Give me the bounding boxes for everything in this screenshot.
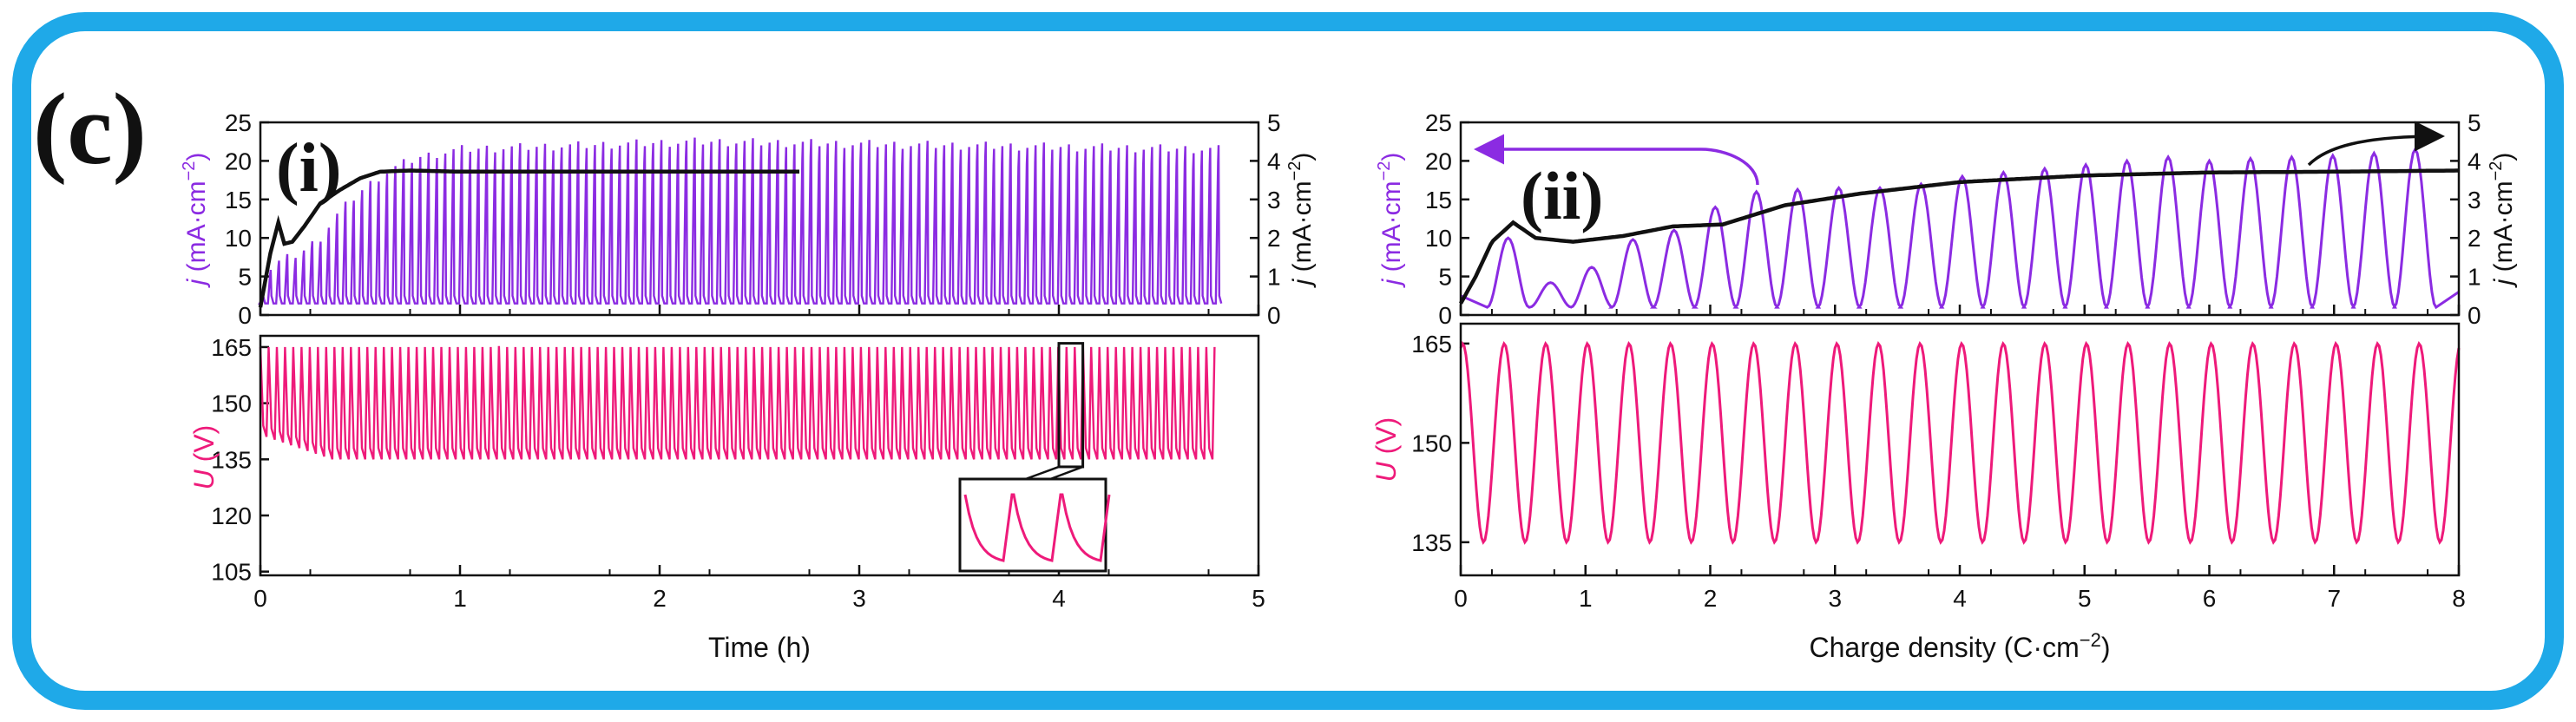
axis-title-text: Charge density (C·cm−2) bbox=[1810, 629, 2111, 663]
y-tick-label: 150 bbox=[211, 391, 252, 417]
panel-ii-right-y-axis-title: j (mA·cm−2) bbox=[2487, 153, 2518, 289]
x-tick-label: 5 bbox=[1252, 585, 1265, 612]
x-tick-label: 4 bbox=[1052, 585, 1066, 612]
panel-ii-axis-arrows bbox=[1474, 121, 2445, 186]
x-tick-label: 2 bbox=[653, 585, 667, 612]
x-tick-label: 6 bbox=[2203, 585, 2217, 612]
panel-label: (c) bbox=[33, 72, 147, 186]
y-tick-label: 20 bbox=[1425, 148, 1452, 174]
y-tick-label: 135 bbox=[211, 446, 252, 473]
y-tick-label: 5 bbox=[1267, 109, 1281, 136]
axis-title-text: U (V) bbox=[1370, 417, 1402, 482]
panel-ii-current-average bbox=[1459, 168, 2459, 305]
panel-ii-voltage-trace bbox=[1459, 340, 2461, 545]
inset-voltage-trace bbox=[963, 493, 1111, 562]
x-tick-label: 8 bbox=[2452, 585, 2466, 612]
panel-ii-x-axis-title: Charge density (C·cm−2) bbox=[1810, 629, 2111, 663]
panel-ii-left-y-axis-title: j (mA·cm−2) bbox=[1375, 153, 1406, 289]
y-tick-label: 5 bbox=[238, 264, 252, 291]
y-tick-label: 10 bbox=[225, 225, 252, 252]
axis-title-text: j (mA·cm−2) bbox=[1375, 153, 1406, 289]
panel-i-top-ticks: 0 5 10 15 20 25 0 1 2 3 4 5 bbox=[225, 109, 1281, 329]
panel-i-bottom-ticks: 105 120 135 150 165 0 1 2 3 4 5 bbox=[211, 334, 1265, 612]
x-tick-label: 2 bbox=[1704, 585, 1718, 612]
panel-i-voltage-trace bbox=[259, 345, 1216, 460]
y-tick-label: 165 bbox=[211, 334, 252, 361]
x-tick-label: 3 bbox=[852, 585, 866, 612]
axis-title-text: j (mA·cm−2) bbox=[180, 153, 211, 289]
y-tick-label: 3 bbox=[2468, 187, 2481, 213]
panel-ii-label: (ii) bbox=[1521, 158, 1603, 233]
y-tick-label: 4 bbox=[2468, 148, 2481, 174]
y-tick-label: 165 bbox=[1411, 331, 1452, 358]
y-tick-label: 1 bbox=[1267, 264, 1281, 291]
y-tick-label: 120 bbox=[211, 502, 252, 529]
x-tick-label: 5 bbox=[2078, 585, 2092, 612]
x-tick-label: 4 bbox=[1953, 585, 1967, 612]
panel-i-label: (i) bbox=[276, 130, 342, 207]
panel-i-x-axis-title: Time (h) bbox=[708, 632, 811, 663]
zoom-window bbox=[1057, 342, 1085, 469]
y-tick-label: 2 bbox=[1267, 225, 1281, 252]
y-tick-label: 25 bbox=[225, 109, 252, 136]
y-tick-label: 0 bbox=[238, 302, 252, 329]
y-tick-label: 135 bbox=[1411, 529, 1452, 556]
panel-i-zoom-inset bbox=[958, 342, 1111, 573]
panel-i-bottom-frame bbox=[259, 334, 1260, 577]
panel-i-top-frame bbox=[259, 121, 1260, 317]
panel-i-current-plot: 0 5 10 15 20 25 0 1 2 3 4 5 (i) j (mA·cm−2) j (mA·c… bbox=[180, 109, 1317, 329]
panel-ii-voltage-plot: 135 150 165 0 1 2 3 4 5 6 7 8 U (V) Charge density … bbox=[1370, 322, 2466, 663]
x-tick-label: 0 bbox=[1454, 585, 1468, 612]
panel-ii-current-plot: 0 5 10 15 20 25 0 1 2 3 4 5 (ii) j (mA·cm−2) j (mA·… bbox=[1375, 109, 2518, 329]
panel-ii-top-frame bbox=[1459, 121, 2461, 317]
panel-ii-current-oscillation bbox=[1460, 146, 2460, 310]
x-tick-label: 7 bbox=[2327, 585, 2341, 612]
y-tick-label: 25 bbox=[1425, 109, 1452, 136]
y-tick-label: 10 bbox=[1425, 225, 1452, 252]
y-tick-label: 15 bbox=[225, 187, 252, 213]
y-tick-label: 20 bbox=[225, 148, 252, 174]
zoom-connector bbox=[1049, 465, 1084, 481]
y-tick-label: 3 bbox=[1267, 187, 1281, 213]
panel-i-voltage-plot: 105 120 135 150 165 0 1 2 3 4 5 U (V) Time (h) bbox=[188, 334, 1265, 663]
y-tick-label: 0 bbox=[2468, 302, 2481, 329]
axis-title-text: j (mA·cm−2) bbox=[2487, 153, 2518, 289]
y-tick-label: 5 bbox=[2468, 109, 2481, 136]
y-tick-label: 2 bbox=[2468, 225, 2481, 252]
x-tick-label: 3 bbox=[1828, 585, 1842, 612]
y-tick-label: 105 bbox=[211, 559, 252, 586]
x-tick-label: 0 bbox=[253, 585, 267, 612]
y-tick-label: 15 bbox=[1425, 187, 1452, 213]
panel-i-left-y-axis-title: j (mA·cm−2) bbox=[180, 153, 211, 289]
panel-i-current-oscillation bbox=[258, 137, 1223, 305]
panel-i-right-y-axis-title: j (mA·cm−2) bbox=[1285, 153, 1317, 289]
panel-i-current-average bbox=[258, 168, 799, 308]
y-tick-label: 1 bbox=[2468, 264, 2481, 291]
y-tick-label: 0 bbox=[1267, 302, 1281, 329]
panel-ii-voltage-axis-title: U (V) bbox=[1370, 417, 1402, 482]
y-tick-label: 5 bbox=[1438, 264, 1452, 291]
axis-title-text: U (V) bbox=[188, 425, 220, 490]
x-tick-label: 1 bbox=[453, 585, 467, 612]
y-tick-label: 150 bbox=[1411, 430, 1452, 456]
zoom-connector bbox=[1025, 465, 1060, 481]
panel-i-voltage-axis-title: U (V) bbox=[188, 425, 220, 490]
x-tick-label: 1 bbox=[1579, 585, 1593, 612]
inset-box bbox=[958, 477, 1107, 573]
figure-frame bbox=[12, 12, 2564, 710]
right-axis-arrow bbox=[2307, 121, 2445, 167]
y-tick-label: 4 bbox=[1267, 148, 1281, 174]
left-axis-arrow bbox=[1474, 134, 1759, 186]
y-tick-label: 0 bbox=[1438, 302, 1452, 329]
panel-ii-bottom-frame bbox=[1459, 322, 2461, 577]
axis-title-text: j (mA·cm−2) bbox=[1285, 153, 1317, 289]
